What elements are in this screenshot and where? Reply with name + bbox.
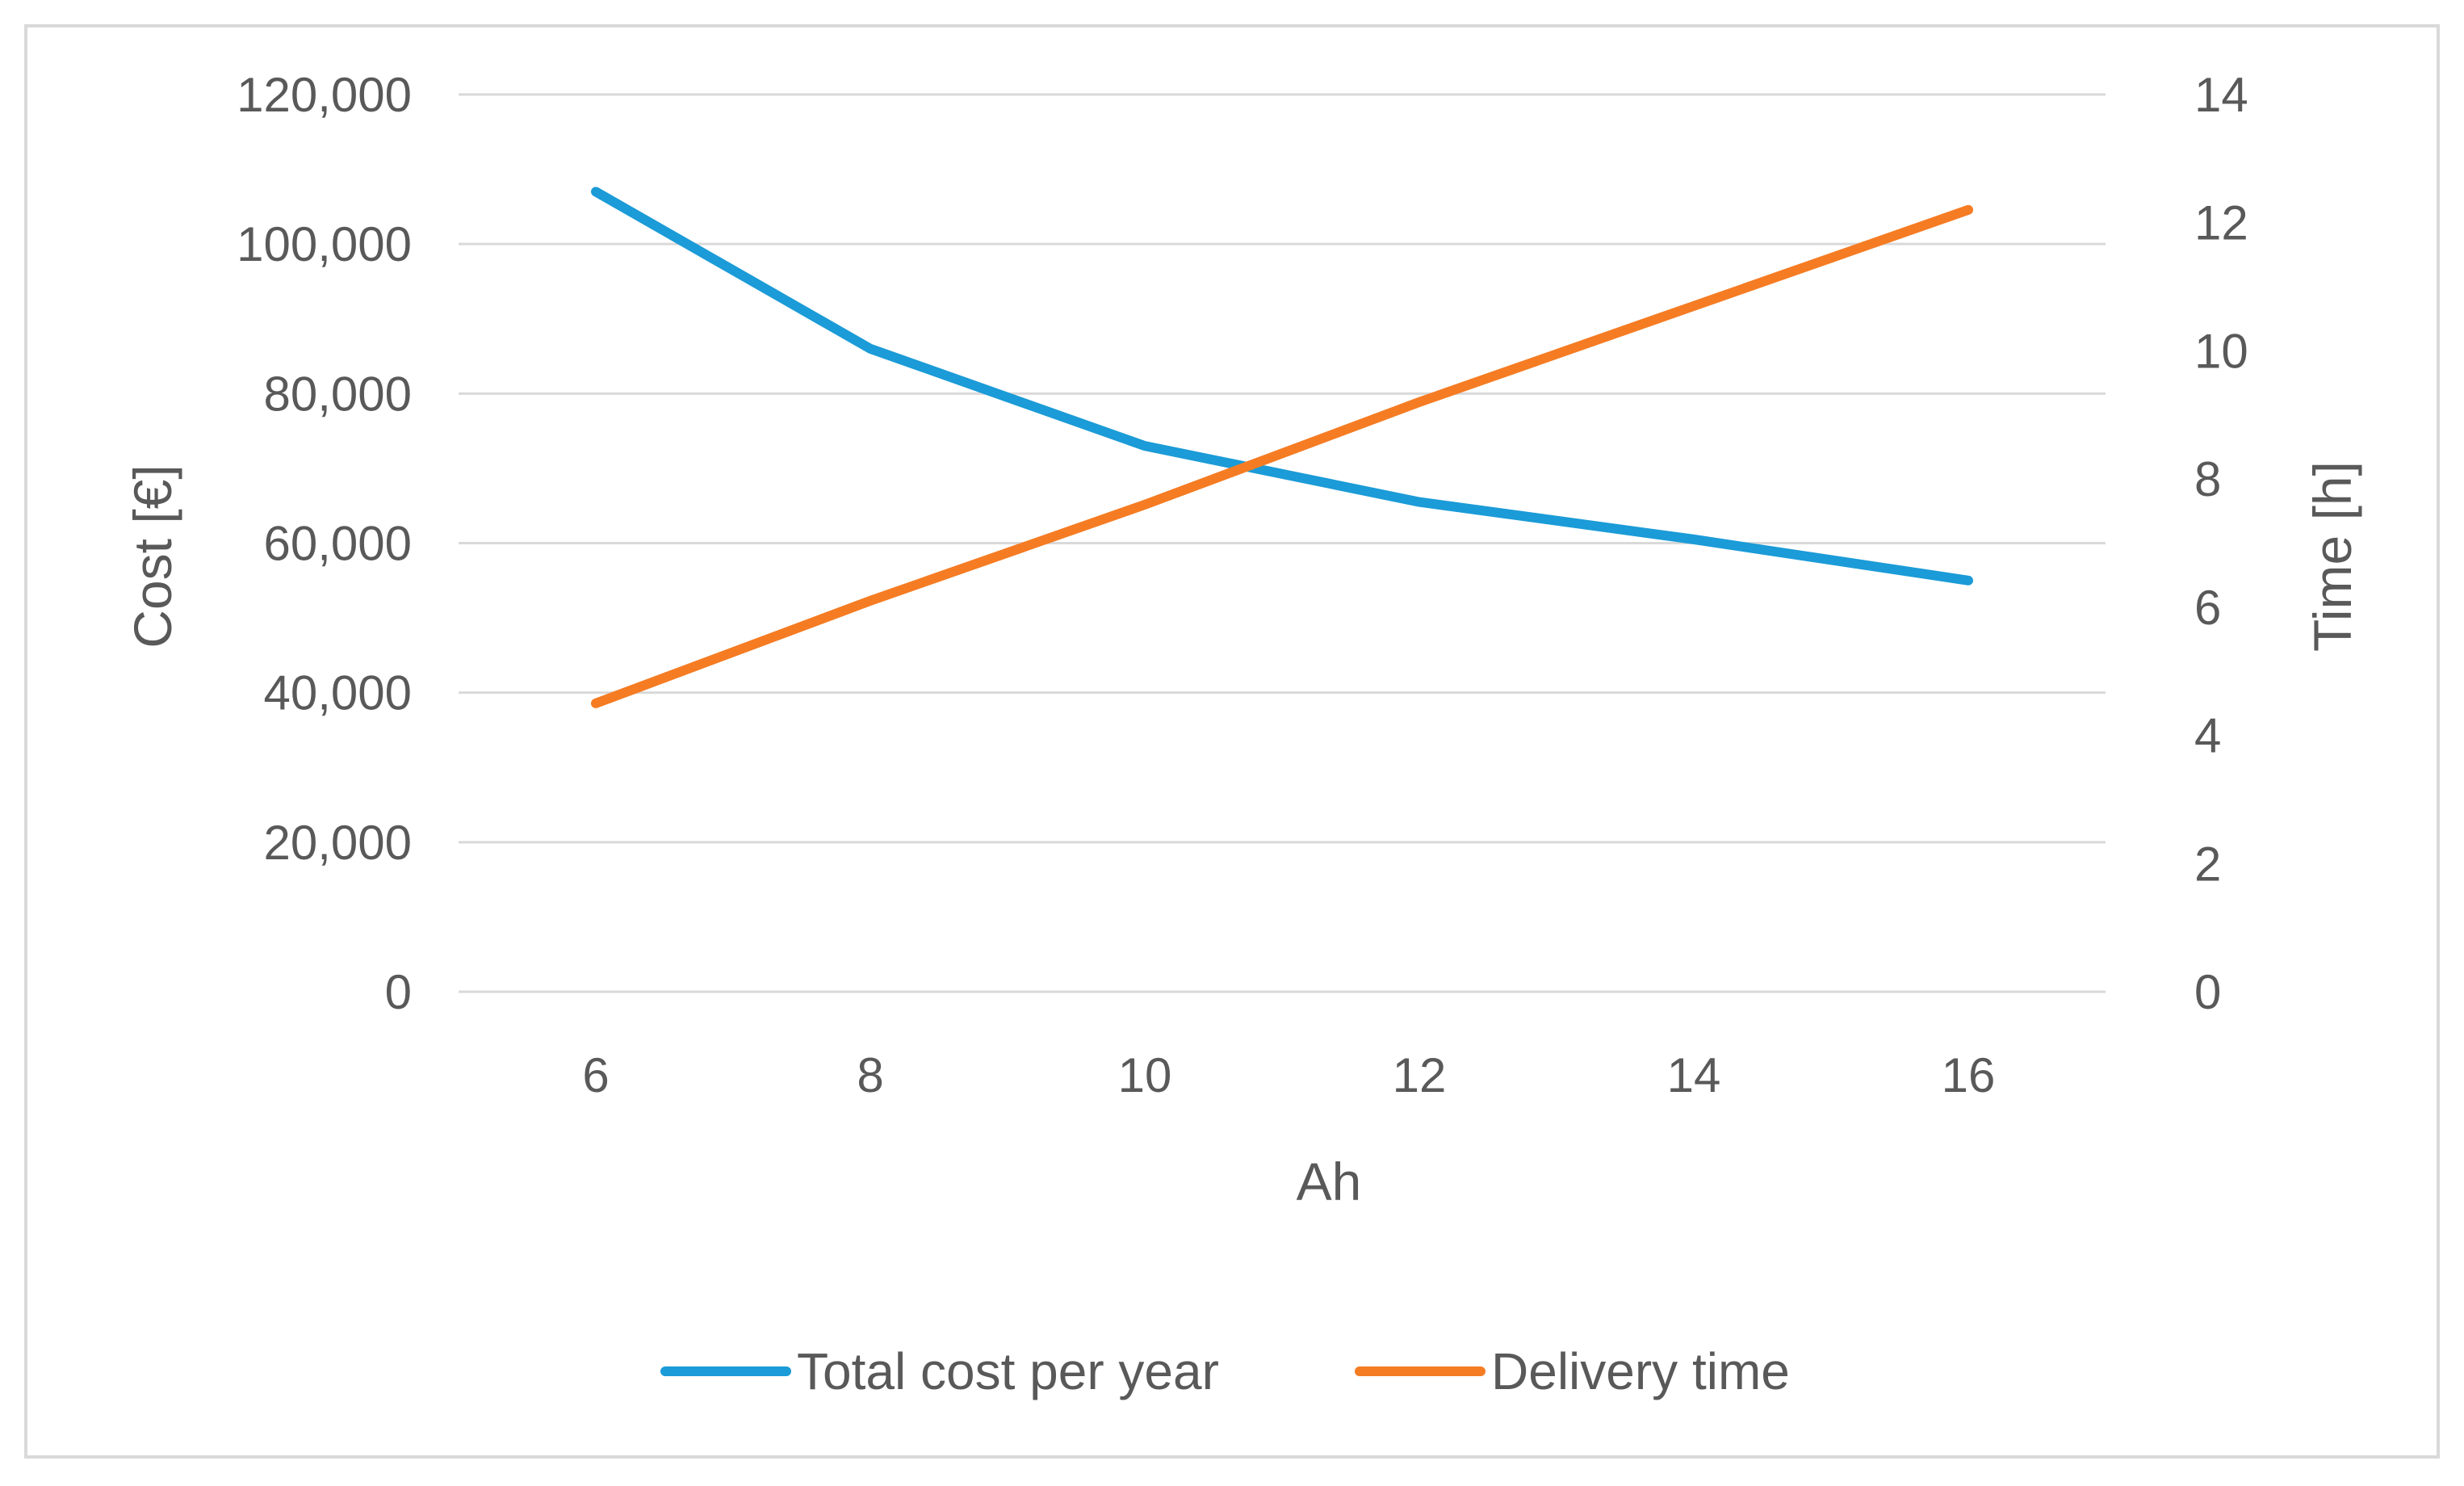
x-tick-label: 8 (857, 1048, 883, 1102)
x-tick-label: 12 (1393, 1048, 1447, 1102)
x-tick-label: 16 (1942, 1048, 1996, 1102)
y2-axis-title: Time [h] (2303, 461, 2362, 652)
x-tick-label: 10 (1118, 1048, 1172, 1102)
y-tick-label: 120,000 (237, 68, 412, 122)
y2-tick-label: 6 (2194, 581, 2221, 635)
series-line-delivery-time (591, 204, 1973, 708)
series-lines (591, 187, 1973, 708)
y-tick-label: 40,000 (263, 666, 412, 720)
y-axis-title: Cost [€] (123, 464, 182, 648)
x-tick-label: 14 (1667, 1048, 1721, 1102)
y-tick-label: 0 (385, 965, 412, 1019)
y2-tick-label: 0 (2194, 965, 2221, 1019)
legend: Total cost per year Delivery time (660, 1342, 1790, 1400)
y2-tick-label: 2 (2194, 837, 2221, 891)
y-axis-tick-labels: 0 20,000 40,000 60,000 80,000 100,000 120,000 (237, 68, 412, 1019)
y-tick-label: 60,000 (263, 517, 412, 571)
y2-axis-tick-labels: 0 2 4 6 8 10 12 14 (2194, 68, 2248, 1019)
legend-label-total-cost: Total cost per year (797, 1342, 1219, 1400)
y2-tick-label: 4 (2194, 709, 2221, 763)
line-chart: 020,00040,00060,00080,000100,000120,000 … (123, 68, 2362, 1400)
chart-frame: 0 20,000 40,000 60,000 80,000 100,000 120,000 … (24, 24, 2440, 1459)
y-tick-label: 100,000 (237, 217, 412, 271)
legend-label-delivery-time: Delivery time (1491, 1342, 1790, 1400)
x-axis-tick-labels: 6 8 10 12 14 16 (582, 1048, 1995, 1102)
y-tick-label: 20,000 (263, 816, 412, 870)
x-tick-label: 6 (582, 1048, 609, 1102)
y2-tick-label: 10 (2194, 324, 2248, 378)
series-line-total-cost (591, 187, 1973, 586)
gridlines (459, 93, 2106, 993)
y2-tick-label: 14 (2194, 68, 2248, 122)
y2-tick-label: 8 (2194, 452, 2221, 506)
y-tick-label: 80,000 (263, 367, 412, 421)
y2-tick-label: 12 (2194, 196, 2248, 250)
x-axis-title: Ah (1297, 1152, 1362, 1211)
